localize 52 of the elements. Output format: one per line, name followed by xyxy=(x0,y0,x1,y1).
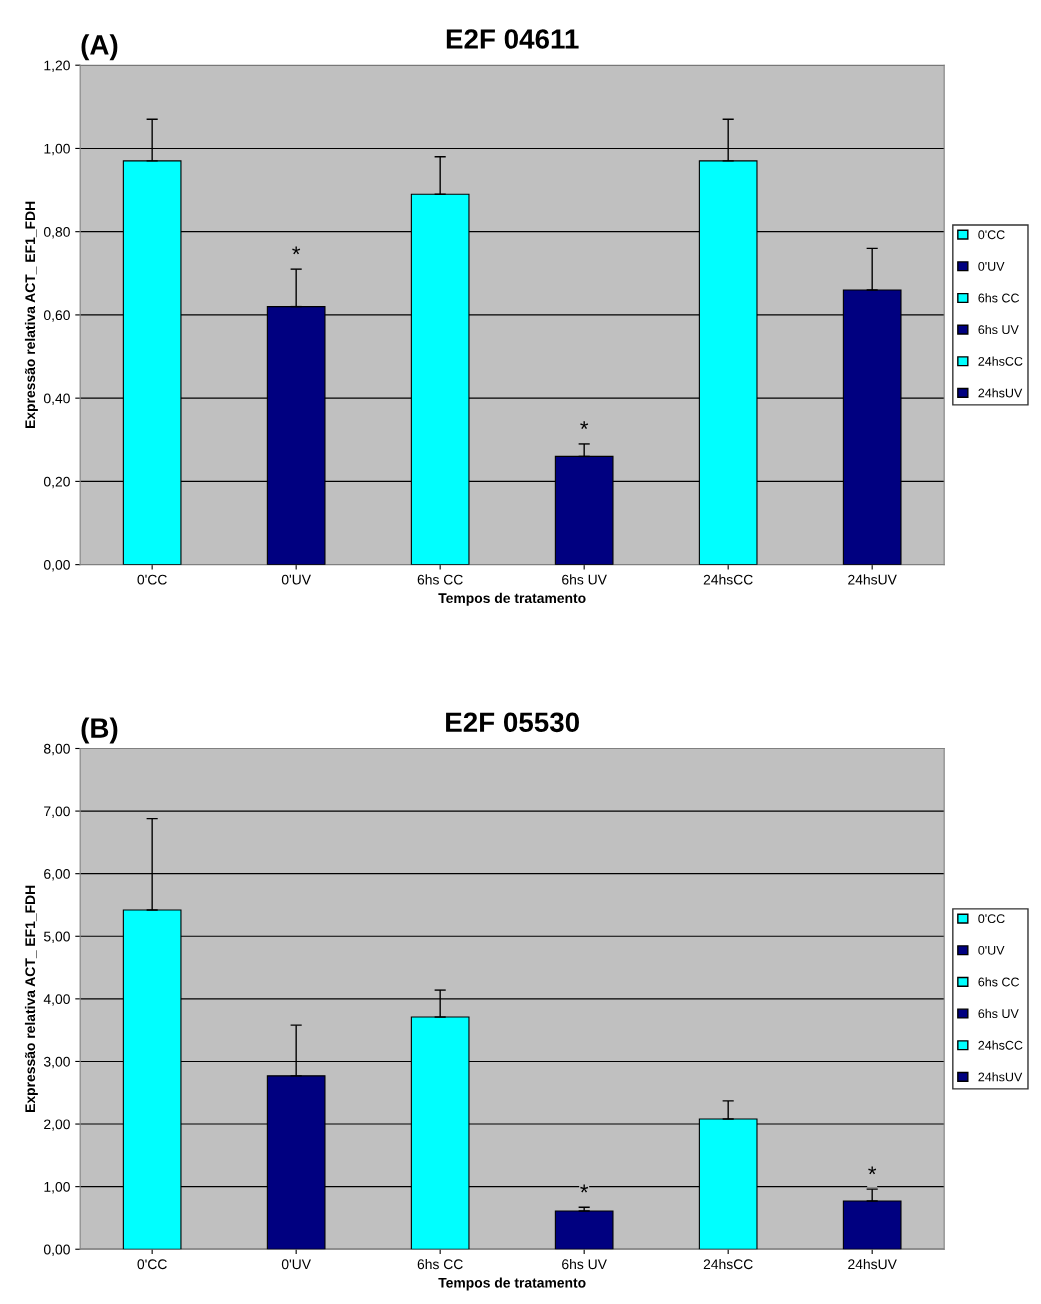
y-tick-label: 0,80 xyxy=(43,227,70,239)
legend-label: 6hs UV xyxy=(978,324,1019,335)
y-tick-label: 7,00 xyxy=(44,806,70,818)
legend-label: 0'CC xyxy=(978,914,1005,924)
x-tick-label: 6hs UV xyxy=(562,1258,607,1270)
legend-label: 24hsCC xyxy=(978,1040,1023,1050)
legend-label: 0'CC xyxy=(978,230,1005,240)
annotation: * xyxy=(580,421,589,430)
x-axis-title: Tempos de tratamento xyxy=(438,592,586,606)
y-tick-label: 3,00 xyxy=(43,1056,70,1069)
y-tick-label: 0,00 xyxy=(43,559,70,572)
legend-label: 6hs CC xyxy=(978,293,1020,303)
y-tick-label: 1,00 xyxy=(44,143,70,156)
y-tick-label: 4,00 xyxy=(43,994,70,1006)
x-tick-label: 0'CC xyxy=(137,1259,167,1270)
y-tick-label: 8,00 xyxy=(44,743,70,756)
x-tick-label: 0'UV xyxy=(281,1259,311,1270)
legend-label: 24hsUV xyxy=(978,388,1023,398)
text: (B) xyxy=(81,717,118,744)
chart-title: E2F 04611 xyxy=(446,29,579,49)
y-tick-label: 2,00 xyxy=(44,1119,70,1131)
y-tick-label: 6,00 xyxy=(44,869,70,881)
annotation: * xyxy=(580,1184,589,1193)
y-tick-label: 0,40 xyxy=(43,393,70,405)
x-tick-label: 0'UV xyxy=(281,574,311,585)
legend-label: 0'UV xyxy=(978,261,1005,271)
chart-title: E2F 05530 xyxy=(446,712,579,733)
x-tick-label: 6hs CC xyxy=(417,1258,463,1270)
x-tick-label: 6hs UV xyxy=(562,574,607,585)
y-tick-label: 1,00 xyxy=(44,1181,70,1194)
x-axis-title: Tempos de tratamento xyxy=(438,1277,586,1291)
legend-label: 6hs UV xyxy=(978,1008,1019,1019)
legend-label: 24hsUV xyxy=(978,1072,1023,1082)
annotation: * xyxy=(292,246,301,255)
annotation: * xyxy=(868,1166,877,1175)
y-tick-label: 0,60 xyxy=(43,310,70,322)
legend-label: 6hs CC xyxy=(978,977,1020,987)
legend-label: 24hsCC xyxy=(978,356,1023,366)
y-tick-label: 0,20 xyxy=(43,476,70,489)
x-tick-label: 24hsUV xyxy=(848,574,897,585)
legend-label: 0'UV xyxy=(978,945,1005,955)
x-tick-label: 24hsCC xyxy=(703,574,753,585)
text: (A) xyxy=(81,34,118,61)
x-tick-label: 0'CC xyxy=(137,574,167,585)
y-tick-label: 5,00 xyxy=(43,931,70,944)
x-tick-label: 24hsUV xyxy=(848,1258,897,1270)
y-tick-label: 0,00 xyxy=(43,1244,70,1257)
x-tick-label: 24hsCC xyxy=(703,1258,753,1270)
y-tick-label: 1,20 xyxy=(44,60,70,73)
y-axis-title: Expressão relativa ACT_ EF1_FDH xyxy=(24,885,38,1112)
x-tick-label: 6hs CC xyxy=(417,574,463,585)
y-axis-title: Expressão relativa ACT_ EF1_FDH xyxy=(24,201,38,428)
